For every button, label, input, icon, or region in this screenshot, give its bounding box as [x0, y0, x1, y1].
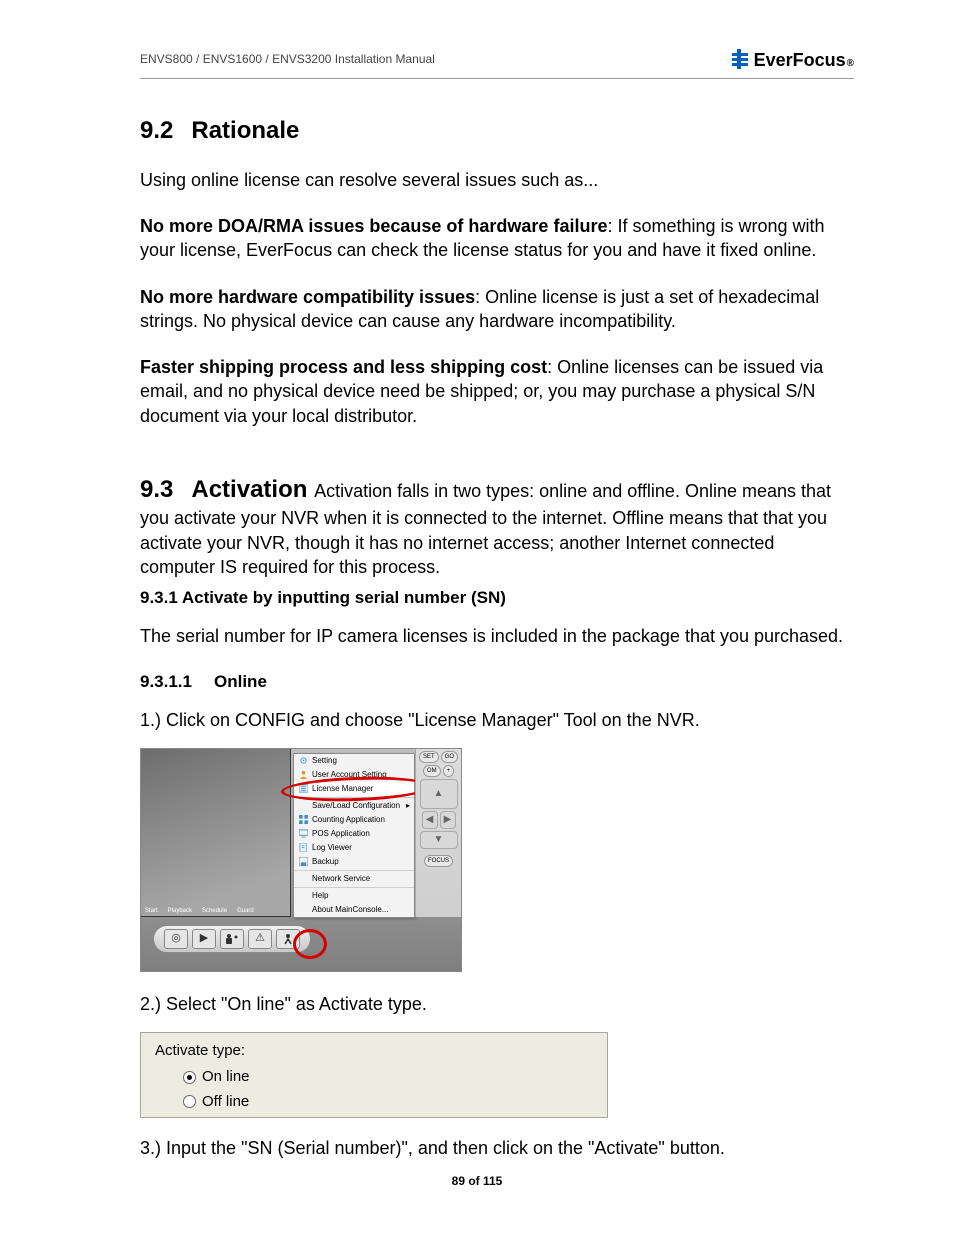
highlight-circle-toolbar — [293, 929, 327, 959]
menu-item-label: Log Viewer — [312, 843, 352, 853]
page-footer: 89 of 115 — [0, 1173, 954, 1189]
brand-mark: ® — [847, 57, 854, 71]
section-9-2-intro: Using online license can resolve several… — [140, 168, 854, 192]
toolbar-people-icon[interactable] — [220, 929, 244, 949]
radio-row-off-line[interactable]: Off line — [183, 1092, 593, 1112]
nvr-toolbar: ◎ ▶ ⚠ — [153, 925, 311, 953]
section-9-2-number: 9.2 — [140, 117, 173, 144]
arrow-right-icon[interactable]: ▶ — [440, 811, 456, 829]
menu-item-label: Save/Load Configuration — [312, 801, 400, 811]
p3-lead: Faster shipping process and less shippin… — [140, 357, 547, 377]
section-9-2-p2: No more hardware compatibility issues: O… — [140, 285, 854, 334]
nvr-tabs: Start Playback Schedule Guard — [145, 907, 254, 915]
menu-item-pos-application[interactable]: POS Application — [294, 827, 414, 841]
section-9-2-p3: Faster shipping process and less shippin… — [140, 355, 854, 428]
btn-om[interactable]: OM — [423, 765, 441, 777]
grid-icon — [298, 815, 308, 825]
doc-icon — [298, 843, 308, 853]
brand-name: EverFocus — [754, 48, 846, 72]
blank-icon — [298, 905, 308, 915]
gear-icon — [298, 756, 308, 766]
menu-item-label: Setting — [312, 756, 337, 766]
menu-item-network-service[interactable]: Network Service — [294, 872, 414, 886]
menu-item-label: Backup — [312, 857, 339, 867]
step-2: 2.) Select "On line" as Activate type. — [140, 992, 854, 1016]
page-header: ENVS800 / ENVS1600 / ENVS3200 Installati… — [140, 46, 854, 79]
blank-icon — [298, 891, 308, 901]
menu-item-label: Counting Application — [312, 815, 385, 825]
toolbar-target-icon[interactable]: ◎ — [164, 929, 188, 949]
section-9-3-number: 9.3 — [140, 476, 173, 503]
btn-set[interactable]: SET — [419, 751, 439, 763]
arrow-up-icon[interactable]: ▲ — [420, 779, 458, 809]
menu-item-about-mainconsole-[interactable]: About MainConsole... — [294, 903, 414, 917]
menu-item-license-manager[interactable]: License Manager — [294, 782, 414, 796]
step-3: 3.) Input the "SN (Serial number)", and … — [140, 1136, 854, 1160]
save-icon — [298, 857, 308, 867]
p1-lead: No more DOA/RMA issues because of hardwa… — [140, 216, 607, 236]
menu-item-label: Help — [312, 891, 328, 901]
sub-9-3-1-1-title: Online — [214, 672, 267, 691]
subheading-9-3-1: 9.3.1 Activate by inputting serial numbe… — [140, 587, 854, 610]
menu-item-log-viewer[interactable]: Log Viewer — [294, 841, 414, 855]
btn-go[interactable]: GO — [441, 751, 458, 763]
blank-icon — [298, 874, 308, 884]
menu-item-label: POS Application — [312, 829, 370, 839]
menu-item-backup[interactable]: Backup — [294, 855, 414, 869]
radio-row-on-line[interactable]: On line — [183, 1067, 593, 1087]
nvr-screenshot: Setting User Account Setting License Manag… — [140, 748, 462, 972]
nvr-config-menu[interactable]: Setting User Account Setting License Manag… — [293, 753, 415, 918]
sub-9-3-1-1-num: 9.3.1.1 — [140, 672, 192, 691]
menu-item-label: About MainConsole... — [312, 905, 389, 915]
step-1: 1.) Click on CONFIG and choose "License … — [140, 708, 854, 732]
tab-guard[interactable]: Guard — [237, 907, 254, 915]
section-9-3-heading: 9.3 Activation — [140, 476, 314, 503]
activate-type-panel: Activate type: On line Off line — [140, 1032, 608, 1118]
radio-label: Off line — [202, 1092, 249, 1112]
menu-item-counting-application[interactable]: Counting Application — [294, 813, 414, 827]
subheading-9-3-1-1: 9.3.1.1 Online — [140, 671, 854, 694]
brand-logo: EverFocus ® — [730, 46, 854, 72]
section-9-3-block: 9.3Activation Activation falls in two ty… — [140, 474, 854, 579]
btn-focus[interactable]: FOCUS — [424, 855, 453, 867]
activate-type-label: Activate type: — [155, 1041, 593, 1061]
arrow-left-icon[interactable]: ◀ — [422, 811, 438, 829]
arrow-down-icon[interactable]: ▼ — [420, 831, 458, 849]
menu-item-user-account-setting[interactable]: User Account Setting — [294, 768, 414, 782]
section-9-3-title: Activation — [191, 476, 307, 503]
menu-item-help[interactable]: Help — [294, 889, 414, 903]
brand-icon — [730, 49, 750, 69]
section-9-2-title: Rationale — [191, 117, 299, 144]
menu-item-setting[interactable]: Setting — [294, 754, 414, 768]
submenu-arrow-icon: ▸ — [406, 801, 410, 811]
radio-icon[interactable] — [183, 1071, 196, 1084]
section-9-2-p1: No more DOA/RMA issues because of hardwa… — [140, 214, 854, 263]
tab-playback[interactable]: Playback — [168, 907, 192, 915]
menu-item-save-load-configuration[interactable]: Save/Load Configuration ▸ — [294, 799, 414, 813]
doc-title: ENVS800 / ENVS1600 / ENVS3200 Installati… — [140, 51, 435, 67]
tab-schedule[interactable]: Schedule — [202, 907, 227, 915]
btn-plus[interactable]: + — [443, 765, 455, 777]
menu-item-label: Network Service — [312, 874, 370, 884]
section-9-2-heading: 9.2 Rationale — [140, 115, 854, 147]
p2-lead: No more hardware compatibility issues — [140, 287, 475, 307]
nvr-viewport — [141, 749, 291, 917]
monitor-icon — [298, 829, 308, 839]
radio-icon[interactable] — [183, 1095, 196, 1108]
sub-9-3-1-text: The serial number for IP camera licenses… — [140, 624, 854, 648]
radio-label: On line — [202, 1067, 250, 1087]
user-icon — [298, 770, 308, 780]
blank-icon — [298, 801, 308, 811]
toolbar-play-icon[interactable]: ▶ — [192, 929, 216, 949]
nvr-side-controls: SET GO OM + ▲ ◀ ▶ ▼ FOCUS — [415, 749, 461, 917]
tab-start[interactable]: Start — [145, 907, 158, 915]
toolbar-warning-icon[interactable]: ⚠ — [248, 929, 272, 949]
menu-item-label: User Account Setting — [312, 770, 387, 780]
card-list-icon — [298, 784, 308, 794]
menu-item-label: License Manager — [312, 784, 373, 794]
